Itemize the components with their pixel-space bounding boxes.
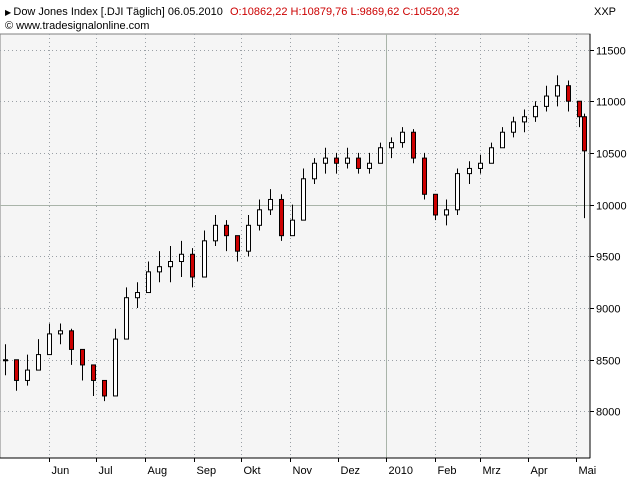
candle-body — [168, 261, 173, 268]
x-tick-label: Nov — [293, 465, 313, 477]
candle-body — [566, 85, 571, 102]
candle-body — [257, 209, 262, 226]
candle-body — [582, 116, 587, 152]
candle-body — [489, 147, 494, 164]
candle-body — [146, 271, 151, 294]
x-axis: Jun Jul Aug Sep Okt Nov Dez 2010 Feb Mrz Apr Mai — [0, 457, 597, 477]
candle-body — [157, 266, 162, 273]
candle-body — [334, 157, 339, 164]
header-line: ▶ Dow Jones Index [.DJI Täglich] 06.05.2… — [5, 6, 459, 18]
candle-body — [400, 131, 405, 144]
candle-body — [69, 330, 74, 350]
candle-body — [246, 224, 251, 252]
candle-body — [422, 157, 427, 195]
candle-body — [47, 333, 52, 356]
y-tick-label: 10500 — [596, 149, 627, 161]
candle-body — [14, 359, 19, 381]
candle-body — [444, 209, 449, 216]
header-icon: ▶ — [5, 8, 13, 17]
plot-area[interactable] — [0, 33, 591, 459]
y-tick-label: 8500 — [596, 356, 620, 368]
candle-body — [179, 253, 184, 263]
y-tick-label: 9000 — [596, 304, 620, 316]
x-tick-label: Okt — [244, 465, 261, 477]
candle-body — [433, 193, 438, 216]
candle-body — [190, 253, 195, 278]
x-tick-label: Mai — [579, 465, 597, 477]
y-tick-label: 11000 — [596, 97, 626, 109]
x-tick-label: 2010 — [389, 465, 413, 477]
candle-body — [500, 131, 505, 149]
y-tick-label: 8000 — [596, 407, 620, 419]
x-tick-label: Mrz — [483, 465, 501, 477]
x-tick-label: Jul — [99, 465, 113, 477]
candle-body — [345, 157, 350, 164]
candle-body — [389, 142, 394, 149]
candle-body — [213, 224, 218, 242]
candle-body — [3, 359, 8, 362]
x-tick-label: Jun — [52, 465, 70, 477]
crosshair — [0, 34, 590, 458]
candle-body — [577, 100, 582, 118]
candle-body — [544, 95, 549, 107]
candle-body — [80, 348, 85, 366]
candle-body — [467, 167, 472, 175]
candle-body — [356, 157, 361, 169]
candle-body — [25, 369, 30, 381]
x-tick-label: Apr — [531, 465, 548, 477]
y-tick-label: 10000 — [596, 201, 627, 213]
candle-body — [312, 162, 317, 180]
candle-body — [224, 224, 229, 237]
instrument-label: Dow Jones Index [.DJI Täglich] 06.05.201… — [13, 6, 223, 18]
candle-body — [323, 157, 328, 164]
candle-body — [113, 338, 118, 397]
candle-body — [522, 116, 527, 123]
candle-body — [301, 178, 306, 221]
y-axis: 8000 8500 9000 9500 10000 10500 11000 11500 — [589, 34, 627, 458]
x-tick-label: Dez — [341, 465, 361, 477]
candle-body — [102, 379, 107, 397]
candle-body — [555, 85, 560, 97]
candle-body — [135, 292, 140, 299]
x-tick-label: Sep — [197, 465, 217, 477]
candle-body — [533, 105, 538, 118]
y-tick-label: 9500 — [596, 252, 620, 264]
candle-body — [511, 121, 516, 133]
candles — [3, 75, 587, 402]
candle-body — [367, 162, 372, 169]
candle-body — [290, 219, 295, 237]
candle-body — [478, 162, 483, 169]
candle-body — [235, 235, 240, 252]
candle-body — [411, 131, 416, 159]
candle-body — [36, 354, 41, 371]
source-label: © www.tradesignalonline.com — [5, 20, 149, 32]
x-tick-label: Aug — [148, 465, 168, 477]
corner-label: XXP — [594, 6, 616, 18]
candle-body — [91, 364, 96, 381]
candle-body — [279, 198, 284, 237]
y-tick-label: 11500 — [596, 46, 626, 58]
ohlc-label: O:10862,22 H:10879,76 L:9869,62 C:10520,… — [230, 6, 459, 18]
candle-body — [378, 147, 383, 164]
candle-body — [124, 297, 129, 340]
x-tick-label: Feb — [438, 465, 457, 477]
candle-body — [268, 198, 273, 211]
candle-body — [455, 173, 460, 211]
candle-body — [202, 240, 207, 278]
candle-body — [58, 330, 63, 335]
